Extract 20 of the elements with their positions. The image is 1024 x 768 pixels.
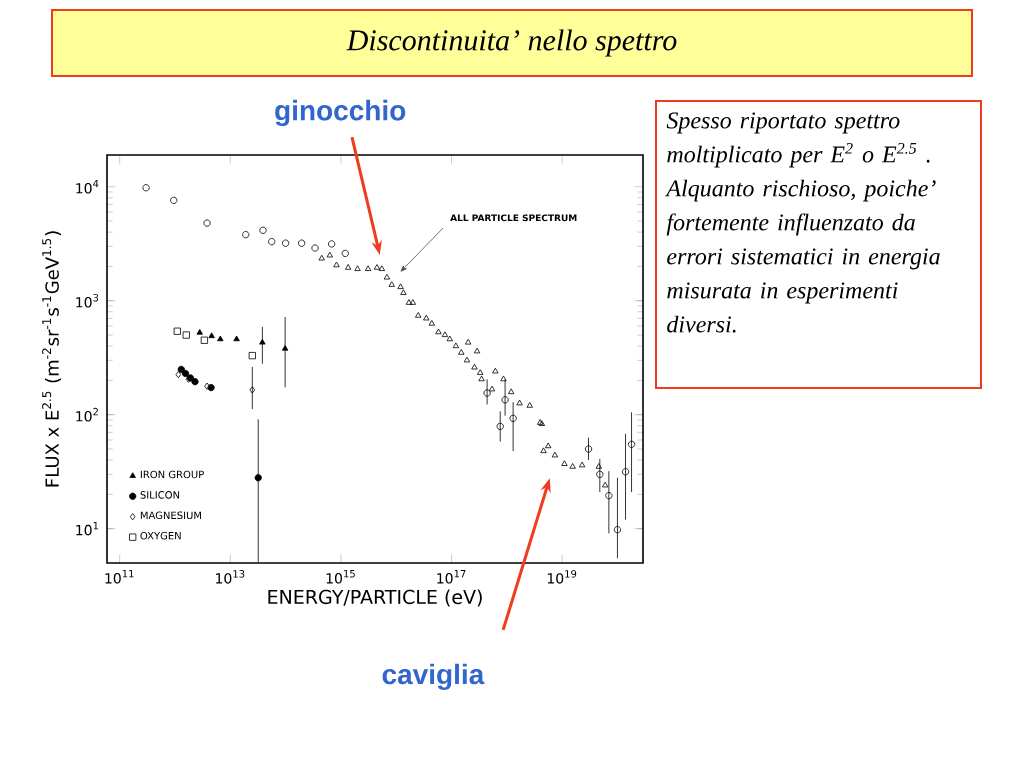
text: Spesso riportato spettro moltiplicato per E$^{2}$ o E$^{2.5}$ . Alquanto rischioso, poiche’ fortemente influenzato da errori sistematici in energia misurata in esperimenti diversi. (665, 112, 940, 333)
y-tick-label: 10$^{4}$ (76, 179, 99, 194)
x-tick-label: 10$^{15}$ (326, 570, 355, 584)
annotation: ALL PARTICLE SPECTRUM (450, 214, 577, 222)
text: caviglia (382, 663, 485, 690)
x-tick-label: 10$^{17}$ (437, 570, 466, 584)
y-tick-label: 10$^{1}$ (76, 521, 99, 536)
legend-label: OXYGEN (140, 531, 181, 540)
y-tick-label: 10$^{3}$ (76, 293, 99, 308)
x-axis-title: ENERGY/PARTICLE (eV) (268, 589, 482, 607)
x-tick-label: 10$^{11}$ (105, 570, 134, 584)
legend-label: SILICON (140, 491, 180, 499)
chart-title: Discontinuita’ nello spettro (346, 29, 677, 57)
legend-label: IRON GROUP (140, 470, 204, 479)
legend-label: MAGNESIUM (140, 511, 202, 520)
x-tick-label: 10$^{13}$ (216, 570, 245, 584)
x-tick-label: 10$^{19}$ (547, 570, 577, 584)
text: ginocchio (275, 99, 406, 127)
y-tick-label: 10$^{2}$ (76, 407, 98, 422)
text: FLUX x E$^{2.5}$ (m$^{-2}$sr$^{-1}$s$^{-1}$GeV$^{1.5}$) (42, 231, 62, 487)
